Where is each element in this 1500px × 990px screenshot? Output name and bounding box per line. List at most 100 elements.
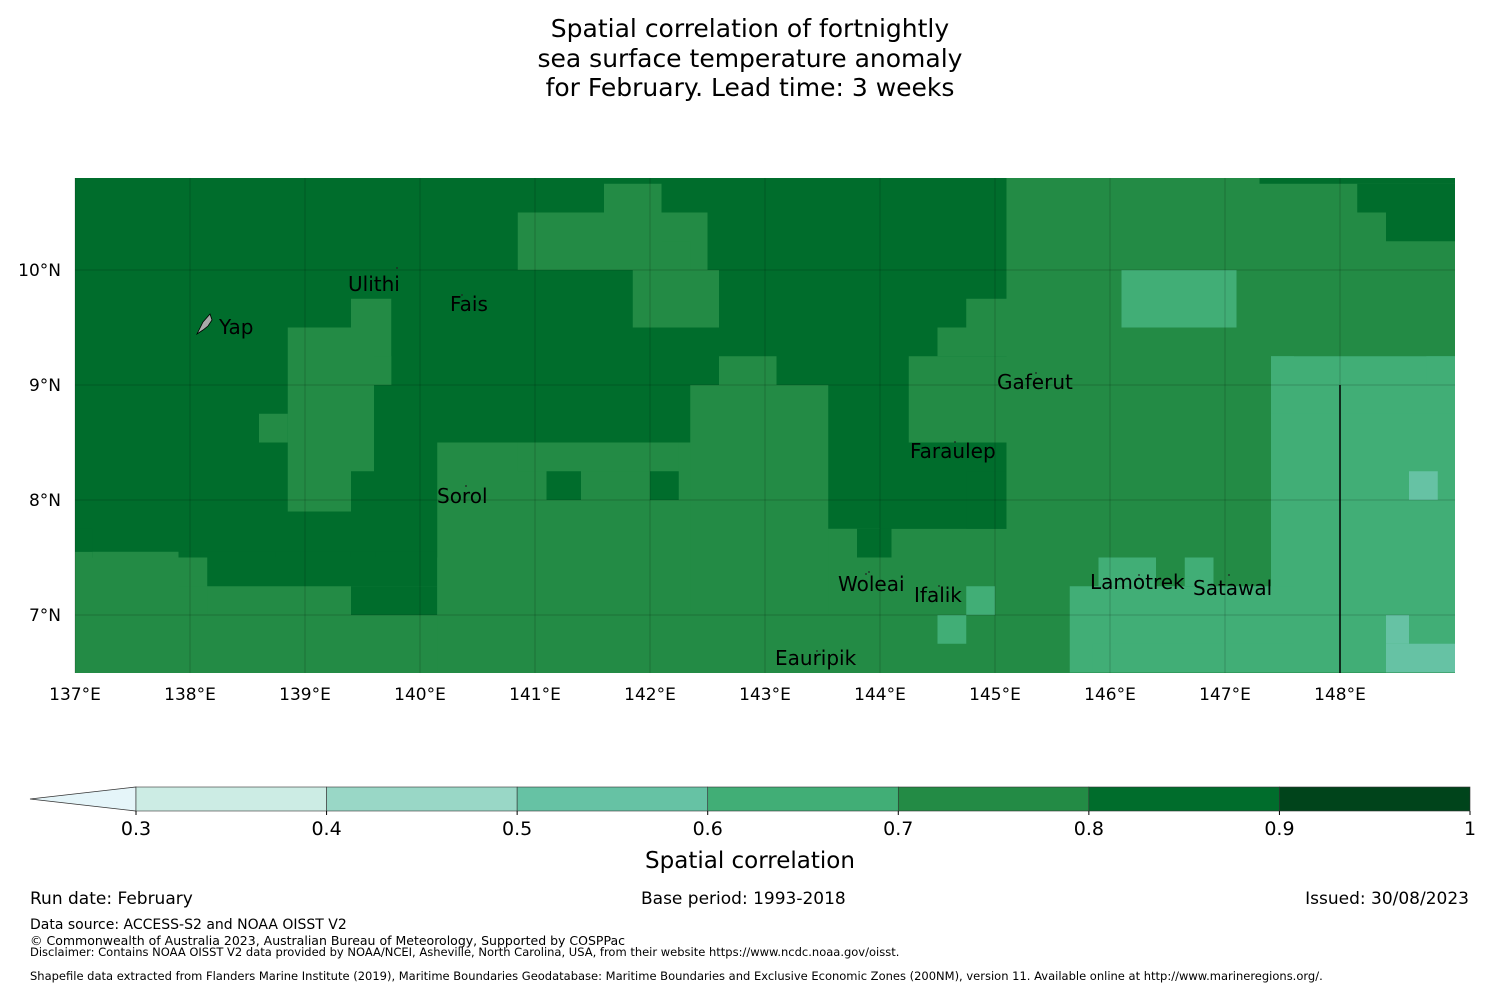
grid-cell	[75, 615, 438, 673]
place-label-ulithi: Ulithi	[348, 272, 400, 296]
colorbar-segment	[897, 786, 1090, 812]
lon-tick-label: 145°E	[969, 685, 1021, 705]
grid-cell	[1184, 557, 1214, 587]
colorbar-tick-label: 0.9	[1264, 818, 1294, 840]
issued-date: Issued: 30/08/2023	[1305, 889, 1469, 909]
colorbar-tick-label: 0.3	[121, 818, 151, 840]
island-dot	[465, 485, 467, 487]
latitude-tick-labels: 10°N 9°N 8°N 7°N	[18, 261, 61, 626]
grid-cell	[1386, 212, 1455, 242]
grid-cell	[287, 327, 351, 512]
grid-cell	[650, 471, 679, 500]
grid-cell	[351, 586, 438, 615]
island-dot	[865, 573, 867, 575]
grid-cell	[908, 356, 1007, 443]
island-dot	[1138, 574, 1140, 576]
island-dot	[396, 267, 398, 269]
graticule	[74, 178, 1455, 673]
island-dot	[868, 571, 870, 573]
lat-tick-label: 10°N	[18, 261, 61, 281]
grid-cell	[1092, 643, 1294, 673]
place-label-woleai: Woleai	[838, 572, 905, 596]
island-markers	[195, 267, 1230, 652]
lon-tick-label: 147°E	[1199, 685, 1251, 705]
grid-cell	[966, 298, 1007, 328]
shapefile-credit: Shapefile data extracted from Flanders M…	[30, 969, 1323, 983]
island-dot	[1035, 372, 1037, 374]
grid-cell	[351, 385, 374, 472]
colorbar-segment	[707, 786, 899, 812]
place-label-ifalik: Ifalik	[914, 583, 962, 607]
title-line-3: for February. Lead time: 3 weeks	[545, 73, 955, 102]
island-dot	[954, 441, 956, 443]
grid-cell	[581, 442, 679, 472]
run-date: Run date: February	[30, 889, 193, 909]
grid-cell	[374, 356, 392, 385]
colorbar-tick-labels: 0.3 0.4 0.5 0.6 0.7 0.8 0.9 1	[121, 811, 1476, 840]
lat-tick-label: 9°N	[29, 376, 61, 396]
correlation-grid	[75, 178, 1455, 673]
grid-cell	[351, 298, 392, 328]
grid-cell	[937, 615, 967, 644]
grid-cell	[966, 586, 995, 615]
grid-cell	[632, 270, 719, 328]
colorbar-segment	[516, 786, 709, 812]
lon-tick-label: 146°E	[1084, 685, 1136, 705]
grid-cell	[857, 528, 892, 558]
grid-cell	[207, 557, 438, 587]
lon-tick-label: 143°E	[739, 685, 791, 705]
grid-cell	[178, 557, 208, 587]
grid-cell	[259, 413, 288, 443]
title-line-1: Spatial correlation of fortnightly	[550, 14, 950, 43]
colorbar-label: Spatial correlation	[645, 848, 855, 874]
disclaimer: Disclaimer: Contains NOAA OISST V2 data …	[30, 945, 900, 959]
colorbar-segment	[1279, 786, 1471, 812]
colorbar-segment	[135, 786, 327, 812]
colorbar-tick-label: 0.4	[311, 818, 341, 840]
grid-cell	[1386, 643, 1455, 673]
grid-cell	[75, 528, 93, 552]
place-label-sorol: Sorol	[437, 484, 488, 508]
grid-cell	[1357, 183, 1455, 213]
grid-cell	[828, 442, 915, 529]
longitude-tick-labels: 137°E 138°E 139°E 140°E 141°E 142°E 143°E 144°E…	[49, 685, 1366, 705]
island-dot	[1228, 574, 1230, 576]
colorbar-tick-label: 0.6	[693, 818, 723, 840]
colorbar-tick-label: 0.8	[1074, 818, 1104, 840]
grid-cell	[207, 586, 351, 615]
grid-cell	[1386, 615, 1409, 644]
base-period: Base period: 1993-2018	[641, 889, 846, 909]
place-label-eauripik: Eauripik	[775, 646, 857, 670]
chart-title: Spatial correlation of fortnightly sea s…	[0, 14, 1500, 103]
data-source: Data source: ACCESS-S2 and NOAA OISST V2	[30, 917, 347, 933]
colorbar	[29, 786, 1471, 812]
island-dot	[461, 294, 463, 296]
map-figure: Ulithi Fais Yap Gaferut Faraulep Sorol Woleai I…	[18, 178, 1476, 874]
grid-cell	[1426, 356, 1455, 385]
colorbar-segment	[326, 786, 518, 812]
grid-cell	[1271, 356, 1294, 414]
grid-cell	[937, 327, 1007, 357]
lon-tick-label: 148°E	[1314, 685, 1366, 705]
grid-cell	[1259, 178, 1455, 184]
copyright-notice: © Commonwealth of Australia 2023, Austra…	[30, 933, 625, 948]
grid-cell	[1121, 270, 1237, 328]
lon-tick-label: 142°E	[624, 685, 676, 705]
grid-cell	[1098, 557, 1156, 587]
grid-cell	[661, 241, 691, 270]
lon-tick-label: 140°E	[394, 685, 446, 705]
colorbar-segment	[1088, 786, 1280, 812]
grid-cell	[546, 471, 581, 500]
grid-cell	[604, 183, 662, 213]
lon-tick-label: 139°E	[279, 685, 331, 705]
colorbar-under-triangle	[29, 786, 137, 812]
grid-cell	[1409, 471, 1438, 500]
grid-cell	[966, 471, 1007, 529]
yap-island-shape	[195, 313, 213, 336]
lat-tick-label: 7°N	[29, 606, 61, 626]
place-label-gaferut: Gaferut	[997, 370, 1073, 394]
place-label-yap: Yap	[218, 315, 253, 339]
lon-tick-label: 137°E	[49, 685, 101, 705]
place-label-fais: Fais	[450, 292, 488, 316]
lon-tick-label: 138°E	[164, 685, 216, 705]
